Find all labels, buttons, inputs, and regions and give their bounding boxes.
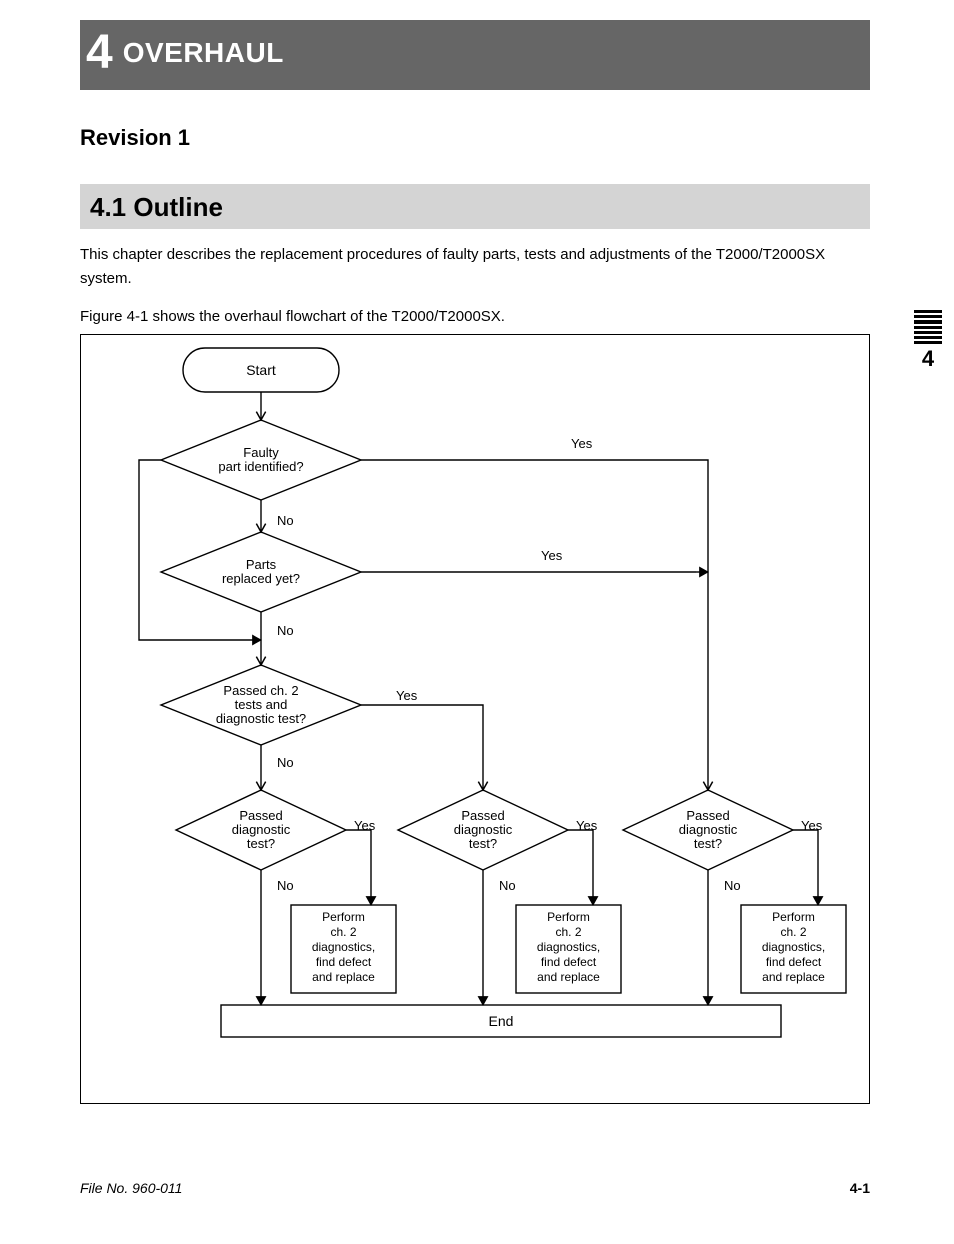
- svg-text:tests and: tests and: [235, 697, 288, 712]
- svg-text:ch. 2: ch. 2: [780, 925, 806, 939]
- svg-text:Yes: Yes: [354, 818, 376, 833]
- svg-text:Yes: Yes: [541, 548, 563, 563]
- svg-text:and replace: and replace: [312, 970, 375, 984]
- svg-text:find defect: find defect: [541, 955, 597, 969]
- svg-text:Passed: Passed: [461, 808, 504, 823]
- svg-text:Yes: Yes: [571, 436, 593, 451]
- svg-text:End: End: [489, 1013, 514, 1029]
- svg-text:No: No: [277, 755, 294, 770]
- svg-text:test?: test?: [694, 836, 722, 851]
- footer-page-no: 4-1: [850, 1180, 870, 1196]
- svg-text:ch. 2: ch. 2: [555, 925, 581, 939]
- svg-text:test?: test?: [469, 836, 497, 851]
- figure-caption: Figure 4-1 shows the overhaul flowchart …: [80, 308, 505, 325]
- footer-file-no: File No. 960-011: [80, 1180, 182, 1196]
- svg-text:part identified?: part identified?: [218, 459, 303, 474]
- svg-text:Perform: Perform: [547, 910, 590, 924]
- svg-text:test?: test?: [247, 836, 275, 851]
- thumb-tab: 4: [914, 310, 942, 372]
- svg-text:diagnostics,: diagnostics,: [312, 940, 375, 954]
- thumb-tab-stripes: [914, 310, 942, 344]
- svg-text:No: No: [277, 878, 294, 893]
- svg-text:Yes: Yes: [396, 688, 418, 703]
- svg-text:No: No: [277, 513, 294, 528]
- svg-text:No: No: [277, 623, 294, 638]
- body-text: This chapter describes the replacement p…: [80, 245, 870, 294]
- svg-text:diagnostic: diagnostic: [232, 822, 291, 837]
- svg-text:ch. 2: ch. 2: [330, 925, 356, 939]
- svg-text:and replace: and replace: [762, 970, 825, 984]
- svg-text:Passed: Passed: [686, 808, 729, 823]
- svg-text:find defect: find defect: [316, 955, 372, 969]
- svg-text:Passed: Passed: [239, 808, 282, 823]
- svg-text:diagnostic: diagnostic: [454, 822, 513, 837]
- svg-text:diagnostics,: diagnostics,: [762, 940, 825, 954]
- thumb-tab-number: 4: [914, 346, 942, 372]
- chapter-number: 4: [86, 29, 113, 77]
- svg-text:replaced yet?: replaced yet?: [222, 571, 300, 586]
- svg-text:and replace: and replace: [537, 970, 600, 984]
- svg-text:Perform: Perform: [322, 910, 365, 924]
- svg-text:No: No: [499, 878, 516, 893]
- svg-text:diagnostics,: diagnostics,: [537, 940, 600, 954]
- svg-text:find defect: find defect: [766, 955, 822, 969]
- svg-text:Yes: Yes: [576, 818, 598, 833]
- svg-text:Perform: Perform: [772, 910, 815, 924]
- svg-text:diagnostic test?: diagnostic test?: [216, 711, 306, 726]
- svg-text:Passed ch. 2: Passed ch. 2: [223, 683, 298, 698]
- revision-label: Revision 1: [80, 125, 190, 151]
- svg-text:Faulty: Faulty: [243, 445, 279, 460]
- svg-text:Parts: Parts: [246, 557, 277, 572]
- section-heading-bar: 4.1 Outline: [80, 184, 870, 229]
- flowchart-container: Start Faultypart identified? Yes No Partsrep…: [80, 334, 870, 1104]
- svg-text:No: No: [724, 878, 741, 893]
- chapter-header: 4 OVERHAUL: [80, 18, 870, 88]
- svg-text:Start: Start: [246, 362, 276, 378]
- svg-text:Yes: Yes: [801, 818, 823, 833]
- svg-text:diagnostic: diagnostic: [679, 822, 738, 837]
- section-heading: 4.1 Outline: [90, 192, 223, 223]
- chapter-title: OVERHAUL: [123, 37, 284, 69]
- flowchart-svg: Start Faultypart identified? Yes No Partsrep…: [81, 335, 868, 1102]
